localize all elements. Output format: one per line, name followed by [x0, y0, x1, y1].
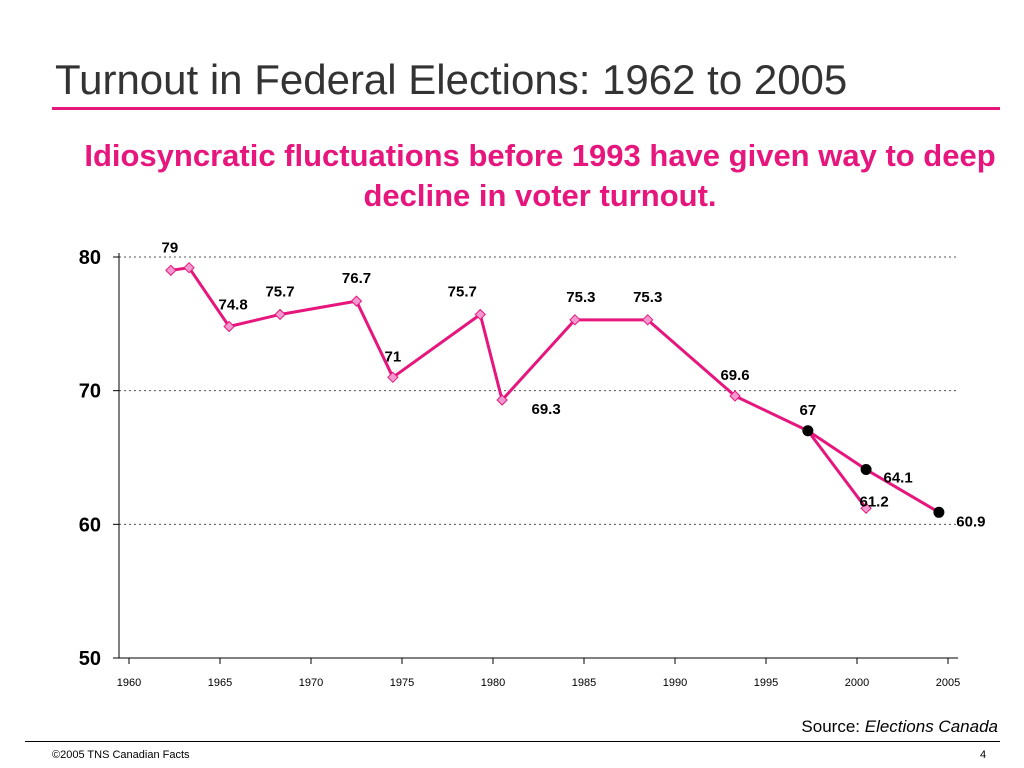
- data-labels: 79 74.8 75.7 76.7 71 75.7 69.3 75.3 75.3 69.6 61.2…: [162, 239, 986, 530]
- source-note: Source: Elections Canada: [801, 717, 998, 737]
- data-label: 64.1: [883, 470, 912, 487]
- data-point-circle: [802, 425, 814, 437]
- y-tick-label: 60: [79, 514, 101, 536]
- data-point-diamond: [496, 394, 508, 406]
- data-point-circle: [860, 464, 872, 476]
- footer-divider: [25, 741, 1000, 742]
- page-number: 4: [980, 749, 987, 761]
- data-point-diamond: [223, 320, 235, 333]
- source-name: Elections Canada: [864, 717, 998, 736]
- x-tick-label: 1985: [572, 677, 596, 689]
- data-point-diamond: [183, 261, 195, 274]
- data-label: 75.3: [566, 289, 595, 306]
- data-point-diamond: [729, 390, 741, 402]
- chart-subtitle: Idiosyncratic fluctuations before 1993 h…: [84, 138, 996, 213]
- data-label: 67: [800, 402, 817, 419]
- copyright-text: ©2005 TNS Canadian Facts: [52, 749, 190, 761]
- source-prefix: Source:: [801, 717, 865, 736]
- data-point-diamond: [860, 502, 872, 515]
- data-point-circle: [933, 506, 945, 518]
- tick-labels: 50 60 70 80 1960 1965 1970 1975 1980 1985 1990 1995…: [79, 247, 960, 689]
- data-label: 75.7: [448, 283, 477, 300]
- data-label: 61.2: [859, 493, 888, 510]
- x-tick-label: 1970: [299, 677, 323, 689]
- data-point-diamond: [165, 264, 177, 277]
- x-tick-label: 1965: [208, 677, 232, 689]
- data-point-diamond: [641, 314, 654, 326]
- y-tick-label: 70: [79, 381, 101, 403]
- x-tick-label: 2000: [845, 677, 869, 689]
- data-label: 76.7: [342, 270, 371, 287]
- page-title: Turnout in Federal Elections: 1962 to 20…: [55, 56, 848, 103]
- chart-axes: [113, 253, 958, 664]
- x-tick-label: 1995: [754, 677, 778, 689]
- data-label: 71: [385, 348, 402, 365]
- data-label: 60.9: [956, 513, 985, 530]
- series-lines: [170, 266, 940, 514]
- y-tick-label: 50: [79, 648, 101, 670]
- x-tick-label: 1990: [663, 677, 687, 689]
- data-label: 75.3: [633, 289, 662, 306]
- data-point-diamond: [387, 371, 399, 384]
- data-label: 69.6: [720, 367, 749, 384]
- x-tick-label: 1980: [481, 677, 505, 689]
- data-point-diamond: [350, 295, 363, 307]
- data-label: 79: [162, 239, 179, 256]
- data-label: 74.8: [218, 297, 247, 314]
- x-tick-label: 1975: [390, 677, 414, 689]
- x-tick-label: 1960: [117, 677, 141, 689]
- y-tick-label: 80: [79, 247, 101, 269]
- x-tick-label: 2005: [936, 677, 960, 689]
- data-point-diamond: [274, 308, 286, 321]
- data-point-diamond: [474, 308, 486, 321]
- data-point-diamond: [569, 314, 581, 326]
- title-underline: [52, 107, 1000, 110]
- data-label: 75.7: [265, 283, 294, 300]
- series-markers: [165, 261, 945, 518]
- data-label: 69.3: [531, 401, 560, 418]
- series-line: [170, 266, 868, 510]
